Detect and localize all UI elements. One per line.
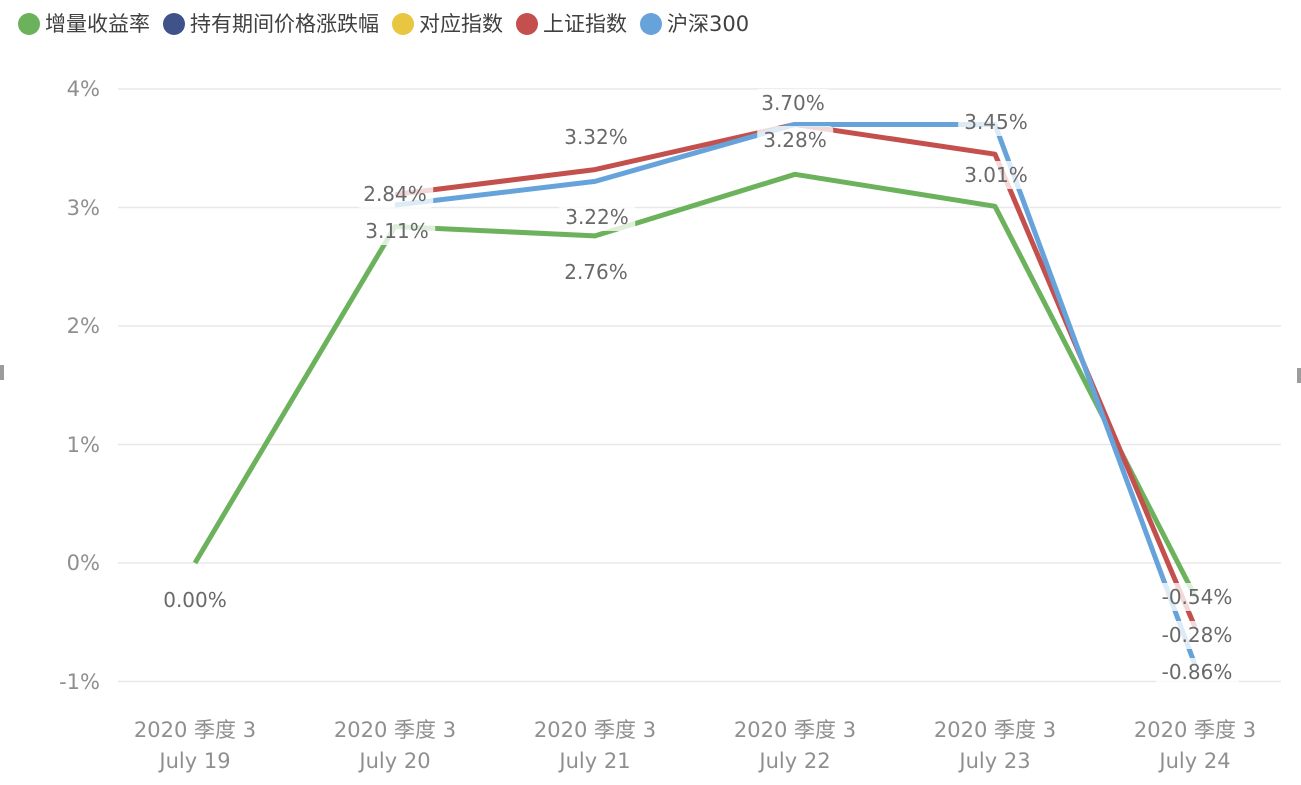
data-label: 3.45% [958, 108, 1034, 136]
legend-item[interactable]: 上证指数 [516, 13, 627, 35]
x-axis-tick-label: 2020 季度 3 July 19 [95, 715, 295, 777]
legend: 增量收益率 持有期间价格涨跌幅 对应指数 上证指数 沪深300 [18, 13, 749, 35]
legend-marker-icon [18, 13, 40, 35]
x-axis-label-date: July 19 [159, 749, 231, 773]
x-axis-label-quarter: 2020 季度 3 [133, 718, 257, 742]
x-axis-tick-label: 2020 季度 3 July 24 [1095, 715, 1295, 777]
x-axis-label-date: July 24 [1159, 749, 1231, 773]
series-line [394, 122, 1198, 666]
legend-label: 对应指数 [419, 11, 503, 36]
right-edge-handle[interactable] [1297, 368, 1301, 383]
legend-label: 增量收益率 [45, 11, 150, 36]
legend-label: 上证指数 [543, 11, 627, 36]
series-line [394, 122, 1198, 628]
data-label: -0.54% [1155, 583, 1239, 611]
legend-marker-icon [163, 13, 185, 35]
data-label: -0.28% [1155, 621, 1239, 649]
y-axis-tick-label: 1% [66, 432, 100, 457]
data-label: 3.22% [559, 203, 635, 231]
x-axis-tick-label: 2020 季度 3 July 20 [295, 715, 495, 777]
legend-marker-icon [516, 13, 538, 35]
legend-item[interactable]: 沪深300 [640, 13, 749, 35]
y-axis-tick-label: 3% [66, 195, 100, 220]
x-axis-label-date: July 22 [759, 749, 831, 773]
series-line [192, 171, 1198, 598]
y-axis-tick-label: 0% [66, 551, 100, 575]
left-edge-handle[interactable] [0, 365, 4, 380]
y-axis-tick-label: 4% [66, 77, 100, 101]
data-label: 2.84% [357, 180, 433, 208]
x-axis-label-date: July 20 [359, 749, 431, 773]
x-axis-tick-label: 2020 季度 3 July 23 [895, 715, 1095, 777]
x-axis-label-quarter: 2020 季度 3 [733, 718, 857, 742]
data-label: 2.76% [558, 258, 634, 286]
data-label: 3.11% [359, 217, 435, 245]
data-label: 0.00% [157, 586, 233, 614]
data-label: 3.70% [755, 89, 831, 117]
x-axis-label-quarter: 2020 季度 3 [333, 718, 457, 742]
legend-item[interactable]: 增量收益率 [18, 13, 150, 35]
data-label: 3.28% [757, 126, 833, 154]
legend-label: 沪深300 [667, 11, 750, 36]
x-axis-tick-label: 2020 季度 3 July 22 [695, 715, 895, 777]
legend-item[interactable]: 持有期间价格涨跌幅 [163, 13, 379, 35]
data-label: -0.86% [1155, 658, 1239, 686]
y-axis-tick-label: 2% [66, 314, 100, 338]
legend-item[interactable]: 对应指数 [392, 13, 503, 35]
x-axis-label-quarter: 2020 季度 3 [933, 718, 1057, 742]
data-label: 3.01% [958, 161, 1034, 189]
legend-label: 持有期间价格涨跌幅 [190, 11, 379, 36]
x-axis-label-date: July 23 [959, 749, 1031, 773]
legend-marker-icon [392, 13, 414, 35]
y-axis-tick-label: -1% [59, 669, 100, 694]
x-axis-label-quarter: 2020 季度 3 [1133, 718, 1257, 742]
x-axis-label-quarter: 2020 季度 3 [533, 718, 657, 742]
data-label: 3.32% [558, 123, 634, 151]
x-axis-label-date: July 21 [559, 749, 631, 773]
x-axis-tick-label: 2020 季度 3 July 21 [495, 715, 695, 777]
legend-marker-icon [640, 13, 662, 35]
